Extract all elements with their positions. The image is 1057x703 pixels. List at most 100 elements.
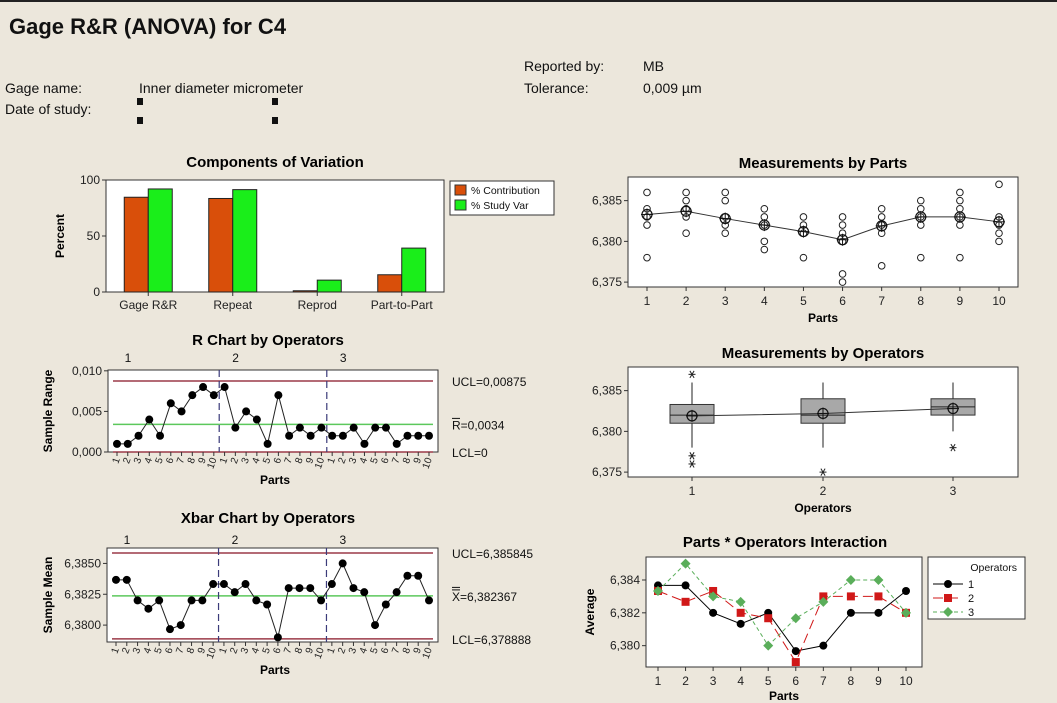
x-tick-label: 4 xyxy=(761,294,768,308)
rchart-point xyxy=(177,407,186,416)
x-tick-label: 1 xyxy=(111,456,123,465)
legend-swatch xyxy=(454,184,467,196)
rchart-point xyxy=(252,415,261,424)
y-tick-label: 6,380 xyxy=(610,639,640,653)
x-tick-label: 7 xyxy=(390,646,402,655)
x-tick-label: 6 xyxy=(792,674,799,688)
x-tick-label: 3 xyxy=(240,456,252,465)
measurement-point xyxy=(760,204,769,213)
measurement-point xyxy=(916,196,925,205)
measurement-point xyxy=(682,229,690,238)
x-tick-label: 1 xyxy=(218,456,230,465)
xbar-point xyxy=(176,621,185,630)
x-tick-label: 9 xyxy=(304,456,316,465)
measurement-point xyxy=(721,188,730,197)
bar-contribution xyxy=(292,290,318,293)
xbar-point xyxy=(425,596,433,605)
operator-3-point xyxy=(818,596,829,607)
xbar-point xyxy=(403,571,412,580)
xbar-point xyxy=(273,633,282,642)
legend-marker xyxy=(944,580,952,588)
measurement-point xyxy=(838,270,847,278)
x-tick-label: 6 xyxy=(379,646,391,655)
x-tick-label: 3 xyxy=(132,456,144,465)
operator-mean-marker xyxy=(947,402,959,415)
x-tick-label: 10 xyxy=(205,646,219,661)
x-tick-label: 2 xyxy=(337,456,349,465)
x-tick-label: 3 xyxy=(710,674,717,688)
xbar-point xyxy=(209,580,218,589)
operator-3-point xyxy=(845,574,856,585)
rchart-point xyxy=(338,431,347,440)
y-tick-label: 6,382 xyxy=(610,606,640,620)
xbar-point xyxy=(306,584,315,593)
rchart-point xyxy=(209,391,218,400)
legend-marker xyxy=(943,607,953,617)
measurement-point xyxy=(643,188,651,197)
rchart-point xyxy=(371,423,380,432)
x-tick-label: 2 xyxy=(229,456,241,465)
x-tick-label: 9 xyxy=(304,646,316,655)
x-tick-label: 10 xyxy=(421,646,435,661)
y-tick-label: 6,380 xyxy=(592,234,622,248)
measurement-point xyxy=(643,221,651,229)
operator-3-point xyxy=(873,574,884,585)
part-mean-marker xyxy=(641,208,653,221)
measurement-point xyxy=(956,188,964,197)
y-tick-label: 100 xyxy=(80,173,100,187)
y-tick-label: 0,010 xyxy=(72,364,102,378)
x-tick-label: 5 xyxy=(765,674,772,688)
y-tick-label: 0,000 xyxy=(72,445,102,459)
y-tick-label: 6,380 xyxy=(592,424,622,438)
x-tick-label: 9 xyxy=(412,646,424,655)
rchart-point xyxy=(392,439,401,448)
rchart-point xyxy=(403,431,412,440)
measurement-point xyxy=(760,245,769,254)
rchart-point xyxy=(360,439,369,448)
rchart-point xyxy=(123,439,132,448)
xbar-plot-frame xyxy=(106,547,439,643)
x-axis-label: Parts xyxy=(769,689,799,703)
x-tick-label: 3 xyxy=(131,646,143,655)
x-tick-label: 6 xyxy=(271,646,283,655)
part-mean-line xyxy=(646,210,1000,241)
legend-label: 3 xyxy=(968,607,974,619)
x-tick-label: 9 xyxy=(412,456,424,465)
measurement-point xyxy=(643,253,651,262)
operator-3-point xyxy=(708,591,719,602)
part-mean-marker xyxy=(953,210,966,223)
x-tick-label: 2 xyxy=(121,456,133,465)
rchart-point xyxy=(199,383,208,392)
x-tick-label: 6 xyxy=(380,456,392,465)
operator-2-point xyxy=(846,592,855,601)
rchart-point xyxy=(220,383,229,392)
y-tick-label: 6,3850 xyxy=(64,556,101,570)
xbar-point xyxy=(263,600,272,609)
operator-1-point xyxy=(709,608,718,617)
rchart-point xyxy=(414,431,423,440)
xbar-center-label: X=6,382367 xyxy=(452,590,517,604)
chart-title: Parts * Operators Interaction xyxy=(683,534,887,551)
y-axis-label: Average xyxy=(583,588,597,635)
measurement-point xyxy=(838,278,847,286)
date-marker xyxy=(137,98,143,105)
rchart-point xyxy=(145,415,154,424)
x-tick-label: 8 xyxy=(401,456,413,465)
x-tick-label: 3 xyxy=(347,646,359,655)
x-tick-label: 8 xyxy=(185,646,197,655)
operator-group-label: 3 xyxy=(340,533,347,547)
x-tick-label: 6 xyxy=(164,646,176,655)
measurement-point xyxy=(877,262,886,270)
x-tick-label: 1 xyxy=(644,294,651,308)
outlier-marker xyxy=(949,443,957,452)
operator-2-point xyxy=(709,586,718,595)
x-tick-label: 9 xyxy=(875,674,882,688)
y-tick-label: 6,384 xyxy=(610,573,640,587)
x-tick-label: 5 xyxy=(800,294,807,308)
operator-1-point xyxy=(846,608,855,617)
x-axis-label: Parts xyxy=(260,473,290,487)
date-marker xyxy=(272,117,278,124)
x-tick-label: 4 xyxy=(358,646,370,655)
xbar-point xyxy=(165,625,174,634)
xbar-point xyxy=(284,584,293,593)
